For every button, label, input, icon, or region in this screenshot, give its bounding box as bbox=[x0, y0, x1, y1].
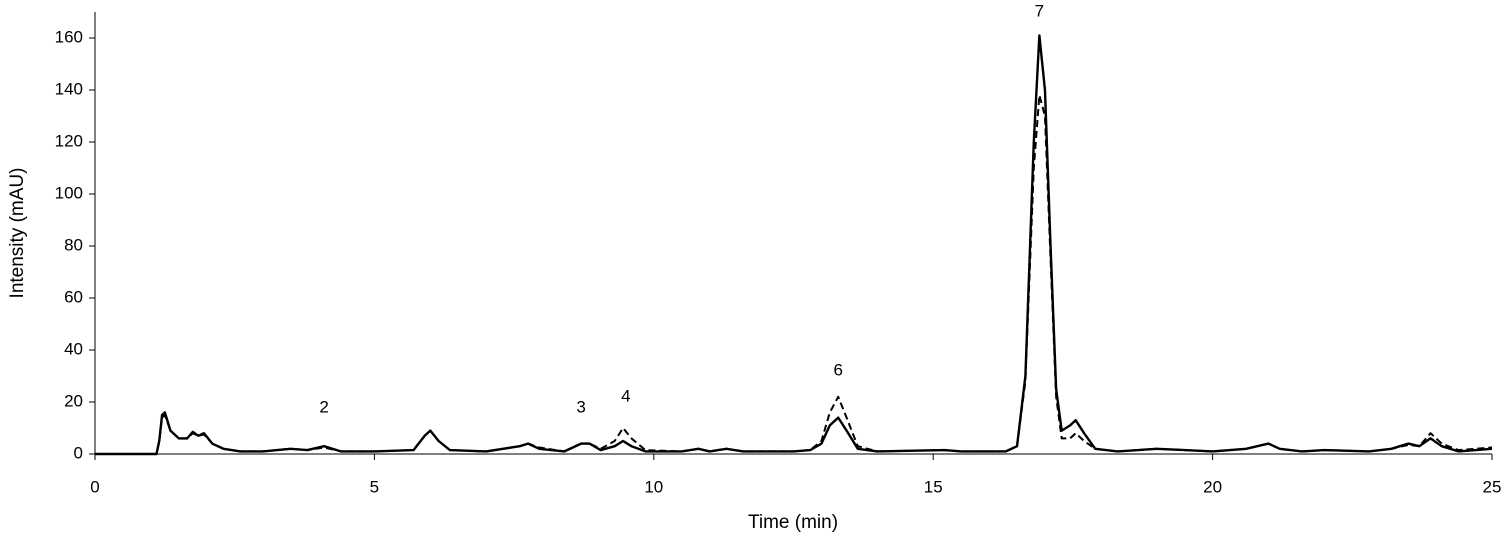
y-tick-label: 60 bbox=[64, 287, 83, 306]
y-tick-label: 0 bbox=[74, 443, 83, 462]
y-tick-label: 120 bbox=[55, 131, 83, 150]
x-axis-label: Time (min) bbox=[748, 512, 838, 533]
y-tick-label: 80 bbox=[64, 235, 83, 254]
series-line bbox=[95, 94, 1493, 455]
y-tick-label: 40 bbox=[64, 339, 83, 358]
peak-label: 2 bbox=[319, 397, 328, 416]
series-line bbox=[95, 34, 1493, 456]
peak-label: 3 bbox=[576, 397, 585, 416]
x-tick-label: 10 bbox=[644, 477, 663, 496]
y-tick-label: 160 bbox=[55, 27, 83, 46]
y-tick-label: 20 bbox=[64, 391, 83, 410]
y-tick-label: 140 bbox=[55, 79, 83, 98]
x-tick-label: 15 bbox=[924, 477, 943, 496]
peak-label: 6 bbox=[833, 360, 842, 379]
x-tick-label: 0 bbox=[90, 477, 99, 496]
x-tick-label: 20 bbox=[1203, 477, 1222, 496]
y-tick-label: 100 bbox=[55, 183, 83, 202]
y-axis-label: Intensity (mAU) bbox=[7, 168, 28, 299]
x-tick-label: 25 bbox=[1483, 477, 1502, 496]
x-tick-label: 5 bbox=[370, 477, 379, 496]
peak-label: 4 bbox=[621, 386, 630, 405]
peak-label: 7 bbox=[1035, 1, 1044, 20]
